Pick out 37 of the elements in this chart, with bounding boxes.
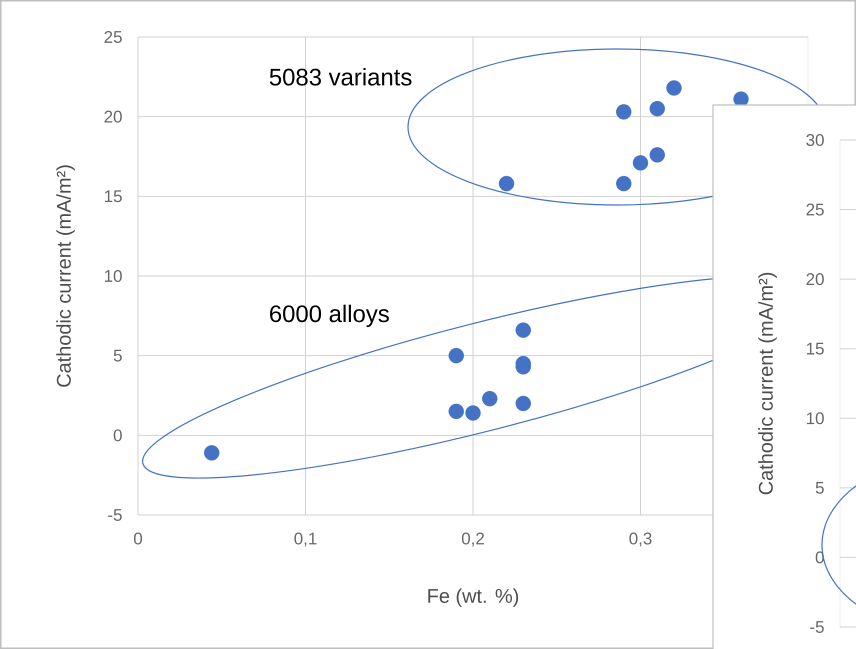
point (448, 348, 464, 364)
y-tick-label: 5 (114, 350, 122, 362)
y-tick-label: 0 (114, 429, 122, 442)
annotation: 6000 alloys (270, 304, 389, 327)
point (516, 322, 531, 338)
point (650, 147, 665, 163)
point (448, 404, 464, 420)
point (616, 104, 632, 120)
point (516, 396, 531, 412)
point (632, 155, 648, 171)
x-axis-title: Fe (wt. %) (428, 588, 518, 607)
y-tick-label: 15 (806, 342, 824, 355)
annotation: 5083 variants (270, 68, 412, 86)
y-tick-label: 5 (816, 482, 824, 494)
x-tick-label: 0,1 (294, 532, 316, 547)
y-tick-label: 20 (104, 110, 122, 123)
point (498, 176, 514, 192)
y-tick-label: 30 (806, 134, 824, 146)
point (666, 80, 682, 96)
point (204, 445, 220, 461)
y-axis-title: Cathodic current (mA/m²) (56, 165, 75, 387)
x-tick-label: 0,2 (462, 532, 484, 547)
y-tick-label: 20 (806, 273, 824, 286)
y-tick-label: -5 (810, 621, 824, 633)
y-tick-label: 25 (806, 204, 824, 216)
y-tick-label: 15 (104, 190, 122, 202)
point (465, 405, 481, 421)
y-tick-label: 25 (104, 30, 122, 43)
point (482, 390, 498, 406)
point (650, 100, 665, 116)
x-tick-label: 0 (134, 532, 142, 545)
y-axis-title: Cathodic current (mA/m²) (758, 272, 777, 494)
x-tick-label: 0,3 (629, 532, 652, 547)
point (616, 176, 632, 192)
y-tick-label: -5 (108, 509, 122, 521)
y-tick-label: 10 (806, 412, 824, 424)
y-tick-label: 10 (104, 270, 122, 282)
